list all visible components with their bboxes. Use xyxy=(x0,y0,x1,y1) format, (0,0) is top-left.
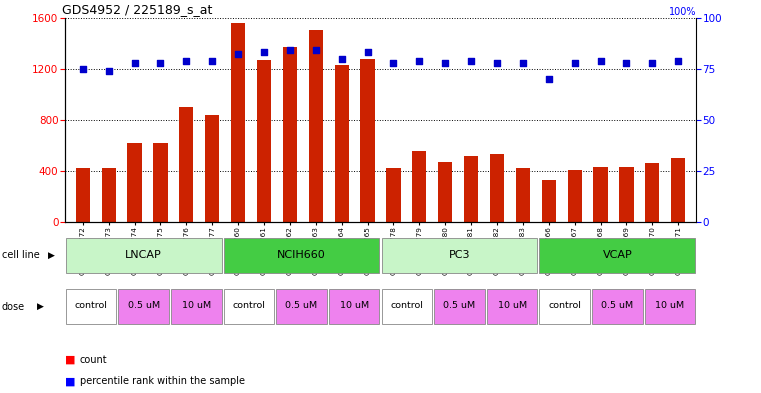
Point xyxy=(646,59,658,66)
Point xyxy=(154,59,167,66)
Point xyxy=(284,47,296,53)
Point xyxy=(517,59,529,66)
Bar xyxy=(309,30,323,222)
Bar xyxy=(381,238,537,273)
Bar xyxy=(276,289,326,324)
Text: 10 uM: 10 uM xyxy=(498,301,527,310)
Bar xyxy=(542,180,556,222)
Bar xyxy=(180,107,193,222)
Text: 0.5 uM: 0.5 uM xyxy=(285,301,317,310)
Text: control: control xyxy=(548,301,581,310)
Text: control: control xyxy=(390,301,423,310)
Point xyxy=(387,59,400,66)
Bar xyxy=(671,158,686,222)
Text: ▶: ▶ xyxy=(37,302,43,311)
Text: GDS4952 / 225189_s_at: GDS4952 / 225189_s_at xyxy=(62,4,212,17)
Text: control: control xyxy=(75,301,107,310)
Point xyxy=(543,76,555,82)
Text: ■: ■ xyxy=(65,354,75,365)
Point xyxy=(336,55,348,62)
Bar xyxy=(435,289,485,324)
Bar xyxy=(335,65,349,222)
Point xyxy=(361,49,374,55)
Bar xyxy=(205,115,219,222)
Text: ▶: ▶ xyxy=(48,251,55,260)
Text: dose: dose xyxy=(2,301,24,312)
Bar xyxy=(619,167,634,222)
Bar xyxy=(101,168,116,222)
Bar xyxy=(361,59,374,222)
Bar xyxy=(75,168,90,222)
Bar xyxy=(645,163,660,222)
Point xyxy=(465,57,477,64)
Point xyxy=(103,68,115,74)
Text: 100%: 100% xyxy=(669,7,696,17)
Text: 0.5 uM: 0.5 uM xyxy=(128,301,160,310)
Point xyxy=(620,59,632,66)
Bar xyxy=(127,143,142,222)
Bar xyxy=(257,60,271,222)
Point xyxy=(180,57,193,64)
Bar xyxy=(119,289,169,324)
Bar xyxy=(645,289,696,324)
Text: control: control xyxy=(232,301,266,310)
Text: 10 uM: 10 uM xyxy=(655,301,685,310)
Bar xyxy=(224,238,380,273)
Bar xyxy=(487,289,537,324)
Text: cell line: cell line xyxy=(2,250,40,261)
Point xyxy=(258,49,270,55)
Bar xyxy=(387,168,400,222)
Bar xyxy=(516,168,530,222)
Bar xyxy=(592,289,642,324)
Text: count: count xyxy=(80,354,107,365)
Bar xyxy=(412,151,426,222)
Text: ■: ■ xyxy=(65,376,75,386)
Bar xyxy=(283,47,297,222)
Bar xyxy=(464,156,478,222)
Point xyxy=(672,57,684,64)
Text: VCAP: VCAP xyxy=(603,250,632,260)
Text: 0.5 uM: 0.5 uM xyxy=(444,301,476,310)
Text: NCIH660: NCIH660 xyxy=(277,250,326,260)
Bar xyxy=(65,238,221,273)
Bar xyxy=(594,167,607,222)
Point xyxy=(413,57,425,64)
Text: LNCAP: LNCAP xyxy=(126,250,162,260)
Point xyxy=(232,51,244,58)
Point xyxy=(310,47,322,53)
Bar xyxy=(540,238,696,273)
Bar xyxy=(568,170,581,222)
Text: 10 uM: 10 uM xyxy=(182,301,211,310)
Point xyxy=(206,57,218,64)
Bar xyxy=(329,289,380,324)
Bar xyxy=(65,289,116,324)
Text: percentile rank within the sample: percentile rank within the sample xyxy=(80,376,245,386)
Point xyxy=(439,59,451,66)
Text: PC3: PC3 xyxy=(449,250,470,260)
Bar xyxy=(154,143,167,222)
Bar xyxy=(224,289,274,324)
Point xyxy=(594,57,607,64)
Text: 10 uM: 10 uM xyxy=(339,301,369,310)
Bar xyxy=(540,289,590,324)
Bar xyxy=(438,162,452,222)
Point xyxy=(491,59,503,66)
Point xyxy=(77,66,89,72)
Bar xyxy=(490,154,504,222)
Bar xyxy=(231,23,245,222)
Point xyxy=(129,59,141,66)
Text: 0.5 uM: 0.5 uM xyxy=(601,301,633,310)
Point xyxy=(568,59,581,66)
Bar xyxy=(381,289,432,324)
Bar xyxy=(171,289,221,324)
